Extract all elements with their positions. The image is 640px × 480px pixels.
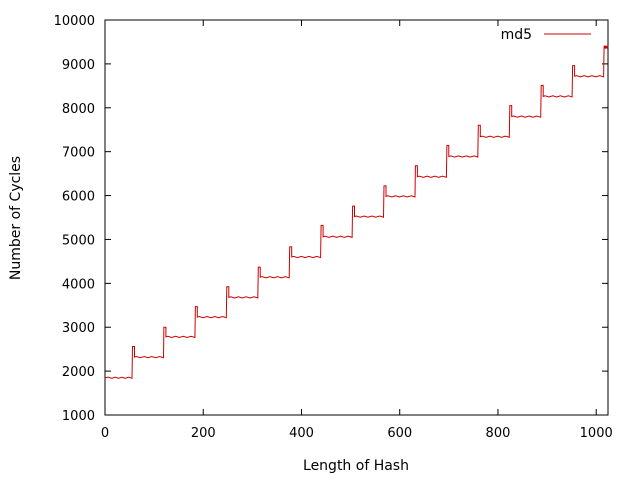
- legend-label-md5: md5: [501, 27, 532, 43]
- y-tick-label: 10000: [54, 14, 95, 29]
- y-tick-label: 6000: [62, 190, 95, 205]
- y-tick-label: 7000: [62, 146, 95, 161]
- x-tick-label: 0: [101, 426, 109, 441]
- series-layer: [104, 45, 609, 380]
- axis-ticks: 0 200 400 600 800 1000 1000 2000 3000 4000 5000 600…: [54, 14, 613, 441]
- y-axis-title: Number of Cycles: [8, 156, 24, 280]
- series-line-md5: [104, 45, 609, 380]
- y-tick-label: 2000: [62, 365, 95, 380]
- y-tick-label: 5000: [62, 233, 95, 248]
- y-tick-label: 9000: [62, 58, 95, 73]
- x-axis-title: Length of Hash: [303, 458, 409, 474]
- x-tick-label: 800: [486, 426, 511, 441]
- legend: md5: [501, 27, 591, 43]
- x-tick-label: 400: [289, 426, 314, 441]
- plot-frame: [104, 19, 609, 416]
- x-tick-label: 600: [387, 426, 412, 441]
- y-tick-label: 3000: [62, 321, 95, 336]
- x-tick-label: 200: [191, 426, 216, 441]
- y-tick-label: 8000: [62, 102, 95, 117]
- y-tick-label: 1000: [62, 409, 95, 424]
- x-tick-label: 1000: [580, 426, 613, 441]
- y-tick-label: 4000: [62, 277, 95, 292]
